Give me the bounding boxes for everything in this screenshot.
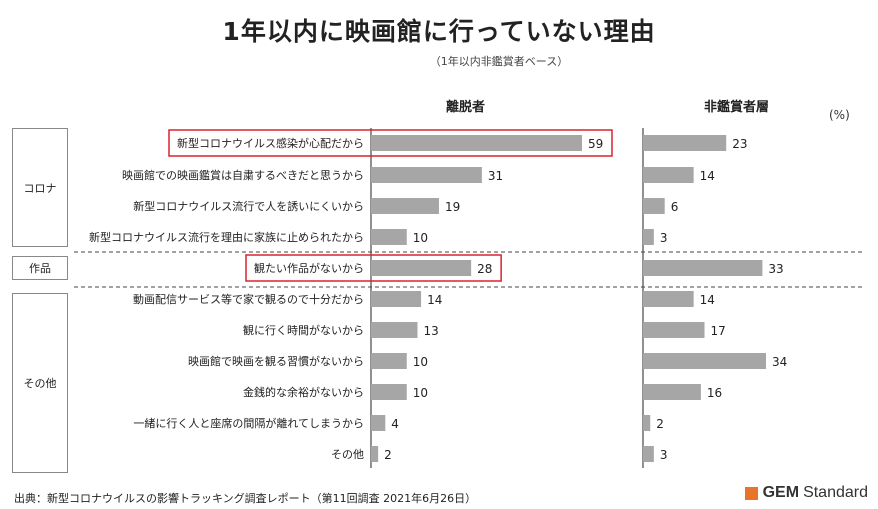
category-label: 新型コロナウイルス流行で人を誘いにくいから	[133, 199, 364, 213]
value-label-series-1: 19	[445, 200, 460, 214]
logo-suffix: Standard	[803, 484, 868, 501]
category-label: その他	[331, 448, 364, 461]
bar-series-1	[371, 446, 379, 462]
category-label: 新型コロナウイルス流行を理由に家族に止められたから	[89, 230, 364, 244]
bar-series-2	[643, 446, 654, 462]
bar-series-1	[371, 260, 472, 276]
group-label-corona: コロナ	[12, 128, 68, 247]
value-label-series-1: 14	[427, 293, 442, 307]
bar-series-2	[643, 229, 654, 245]
value-label-series-1: 2	[384, 448, 392, 462]
category-label: 新型コロナウイルス感染が心配だから	[177, 136, 364, 150]
value-label-series-2: 3	[660, 231, 668, 245]
value-label-series-2: 14	[700, 293, 715, 307]
highlight-box-1	[168, 129, 613, 157]
logo-brand: GEM	[762, 484, 800, 501]
bar-series-1	[371, 198, 439, 214]
bar-series-1	[371, 415, 386, 431]
source-note: 出典：新型コロナウイルスの影響トラッキング調査レポート（第11回調査 2021年…	[14, 492, 477, 505]
value-label-series-1: 13	[423, 324, 438, 338]
bar-series-1	[371, 353, 407, 369]
series-header-1: 離脱者	[446, 100, 486, 115]
category-label: 観たい作品がないから	[254, 261, 364, 275]
category-label: 金銭的な余裕がないから	[243, 385, 364, 399]
bar-series-2	[643, 167, 694, 183]
value-label-series-2: 17	[711, 324, 726, 338]
category-label: 映画館での映画鑑賞は自粛するべきだと思うから	[122, 168, 364, 182]
value-label-series-1: 4	[391, 417, 399, 431]
category-label: 一緒に行く人と座席の間隔が離れてしまうから	[133, 416, 364, 430]
logo-square-icon	[744, 486, 758, 500]
unit-label: (%)	[829, 108, 850, 122]
bar-series-1	[371, 291, 422, 307]
value-label-series-1: 31	[488, 169, 503, 183]
category-label: 動画配信サービス等で家で観るので十分だから	[133, 292, 364, 306]
bar-series-2	[643, 384, 701, 400]
bar-series-1	[371, 229, 407, 245]
bar-series-2	[643, 415, 651, 431]
value-label-series-2: 23	[732, 137, 747, 151]
value-label-series-1: 10	[413, 355, 428, 369]
value-label-series-1: 28	[477, 262, 492, 276]
bar-series-1	[371, 167, 482, 183]
bar-series-2	[643, 260, 763, 276]
chart-title: 1年以内に映画館に行っていない理由	[222, 17, 656, 46]
value-label-series-1: 59	[588, 137, 603, 151]
bar-series-2	[643, 198, 665, 214]
group-label-other: その他	[12, 293, 68, 473]
bar-series-2	[643, 135, 727, 151]
value-label-series-2: 33	[768, 262, 783, 276]
category-label: 映画館で映画を観る習慣がないから	[188, 354, 364, 368]
value-label-series-2: 6	[671, 200, 679, 214]
bar-series-1	[371, 322, 418, 338]
chart-subtitle: （1年以内非鑑賞者ベース）	[429, 55, 569, 68]
brand-logo: GEM Standard	[744, 484, 868, 502]
bar-series-1	[371, 384, 407, 400]
bar-series-2	[643, 291, 694, 307]
bar-series-1	[371, 135, 582, 151]
value-label-series-2: 14	[700, 169, 715, 183]
value-label-series-2: 3	[660, 448, 668, 462]
bar-series-2	[643, 353, 766, 369]
value-label-series-2: 16	[707, 386, 722, 400]
bar-series-2	[643, 322, 705, 338]
group-label-works: 作品	[12, 256, 68, 280]
value-label-series-2: 34	[772, 355, 787, 369]
value-label-series-2: 2	[656, 417, 664, 431]
value-label-series-1: 10	[413, 386, 428, 400]
value-label-series-1: 10	[413, 231, 428, 245]
highlight-box-2	[245, 254, 502, 282]
series-header-2: 非鑑賞者層	[704, 100, 770, 115]
category-label: 観に行く時間がないから	[243, 323, 364, 337]
